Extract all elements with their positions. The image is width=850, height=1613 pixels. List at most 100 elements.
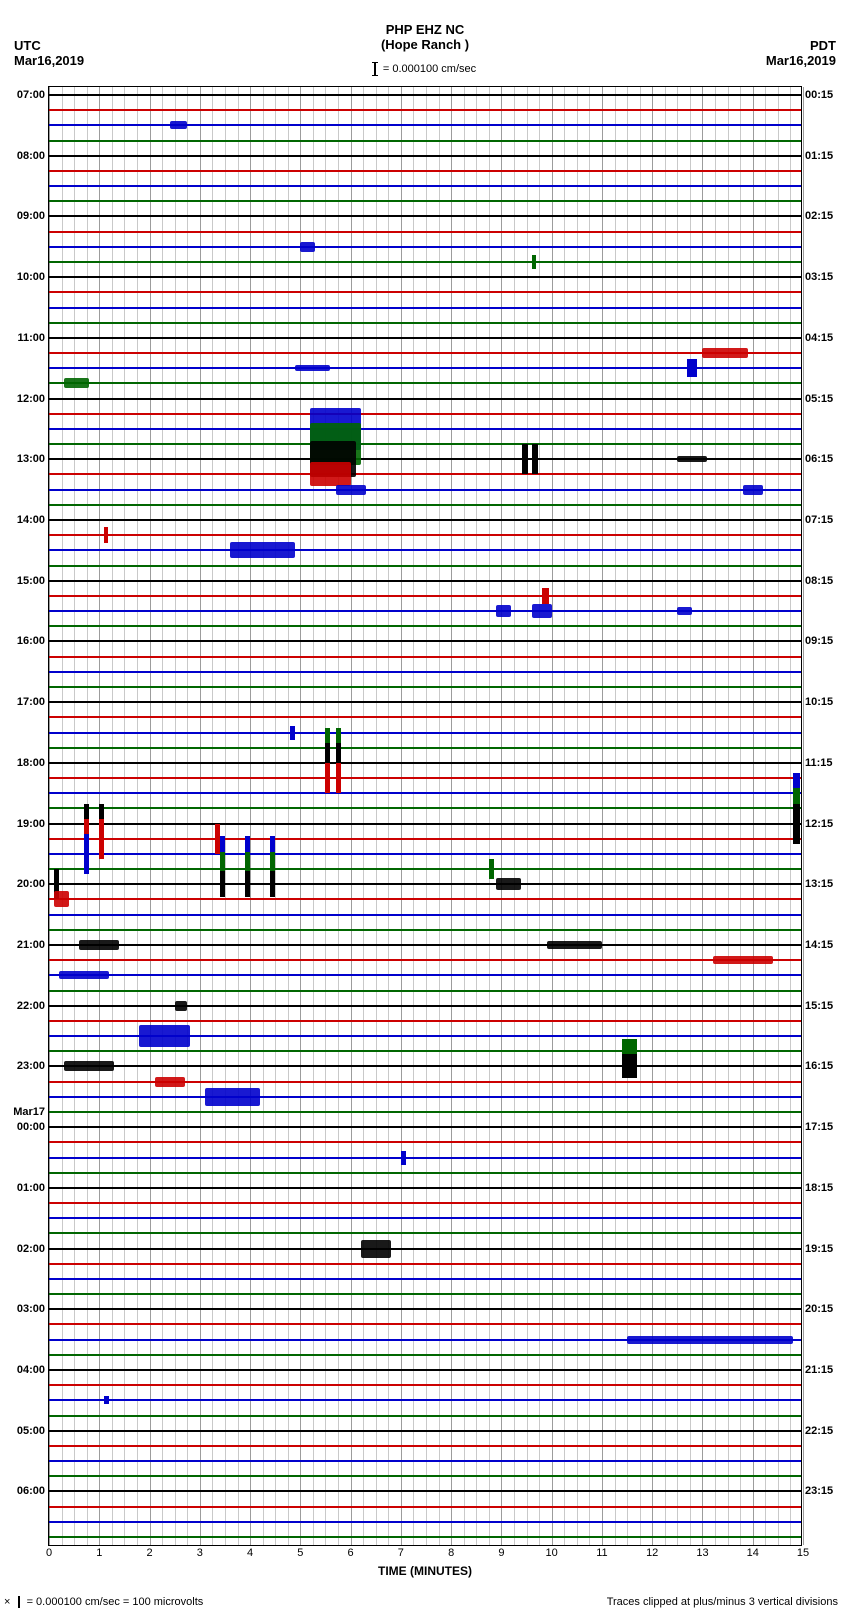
scale-text: = 0.000100 cm/sec (383, 63, 476, 75)
utc-time-label: 10:00 (17, 271, 49, 283)
trace-line (49, 1020, 801, 1022)
x-tick-label: 2 (146, 1545, 152, 1559)
trace-row (49, 1370, 801, 1371)
utc-time-label: 20:00 (17, 878, 49, 890)
trace-line (49, 777, 801, 779)
x-tick-label: 15 (797, 1545, 809, 1559)
trace-line (49, 489, 801, 491)
trace-line (49, 914, 801, 916)
trace-row (49, 1006, 801, 1007)
trace-row (49, 171, 801, 172)
pdt-time-label: 12:15 (801, 818, 833, 830)
trace-row (49, 1476, 801, 1477)
trace-row (49, 975, 801, 976)
trace-row (49, 186, 801, 187)
trace-row (49, 1522, 801, 1523)
trace-line (49, 458, 801, 460)
trace-line (49, 231, 801, 233)
trace-row (49, 839, 801, 840)
trace-line (49, 382, 801, 384)
trace-row (49, 1507, 801, 1508)
x-axis-label: TIME (MINUTES) (0, 1564, 850, 1578)
utc-time-label: 11:00 (17, 332, 49, 344)
trace-line (49, 565, 801, 567)
trace-line (49, 656, 801, 658)
trace-row (49, 641, 801, 642)
trace-line (49, 580, 801, 582)
trace-row (49, 1446, 801, 1447)
pdt-time-label: 16:15 (801, 1060, 833, 1072)
trace-row (49, 1294, 801, 1295)
x-tick-label: 14 (747, 1545, 759, 1559)
trace-row (49, 247, 801, 248)
x-tick-label: 4 (247, 1545, 253, 1559)
trace-line (49, 595, 801, 597)
trace-line (49, 853, 801, 855)
trace-line (49, 1399, 801, 1401)
trace-row (49, 1279, 801, 1280)
footer-left: × = 0.000100 cm/sec = 100 microvolts (4, 1596, 203, 1608)
trace-row (49, 201, 801, 202)
trace-line (49, 625, 801, 627)
pdt-time-label: 19:15 (801, 1243, 833, 1255)
trace-line (49, 974, 801, 976)
utc-time-label: 16:00 (17, 635, 49, 647)
trace-row (49, 611, 801, 612)
trace-line (49, 1339, 801, 1341)
trace-line (49, 747, 801, 749)
trace-row (49, 1461, 801, 1462)
pdt-time-label: 09:15 (801, 635, 833, 647)
trace-line (49, 1293, 801, 1295)
utc-time-label: 22:00 (17, 1000, 49, 1012)
trace-row (49, 748, 801, 749)
trace-row (49, 824, 801, 825)
x-tick-label: 8 (448, 1545, 454, 1559)
trace-row (49, 1158, 801, 1159)
trace-row (49, 581, 801, 582)
utc-time-label: 15:00 (17, 575, 49, 587)
trace-line (49, 246, 801, 248)
trace-line (49, 155, 801, 157)
trace-line (49, 990, 801, 992)
footer-left-text: = 0.000100 cm/sec = 100 microvolts (27, 1596, 204, 1608)
trace-row (49, 793, 801, 794)
trace-line (49, 504, 801, 506)
trace-line (49, 686, 801, 688)
trace-line (49, 1475, 801, 1477)
trace-line (49, 838, 801, 840)
x-tick-label: 12 (646, 1545, 658, 1559)
scale-bar-icon (374, 62, 376, 76)
trace-row (49, 1142, 801, 1143)
trace-line (49, 307, 801, 309)
trace-line (49, 473, 801, 475)
pdt-time-label: 01:15 (801, 150, 833, 162)
trace-line (49, 1111, 801, 1113)
trace-row (49, 1324, 801, 1325)
pdt-time-label: 06:15 (801, 453, 833, 465)
trace-row (49, 292, 801, 293)
utc-time-label: 00:00 (17, 1121, 49, 1133)
trace-row (49, 778, 801, 779)
utc-time-label: 14:00 (17, 514, 49, 526)
trace-line (49, 1323, 801, 1325)
trace-line (49, 1141, 801, 1143)
tz-left-label: UTC (14, 38, 84, 53)
seismogram-page: PHP EHZ NC (Hope Ranch ) UTC Mar16,2019 … (0, 0, 850, 1613)
trace-line (49, 413, 801, 415)
trace-line (49, 1157, 801, 1159)
trace-row (49, 763, 801, 764)
trace-row (49, 459, 801, 460)
pdt-time-label: 21:15 (801, 1364, 833, 1376)
utc-time-label: Mar17 (13, 1106, 49, 1118)
trace-line (49, 1460, 801, 1462)
pdt-time-label: 04:15 (801, 332, 833, 344)
trace-line (49, 959, 801, 961)
trace-row (49, 657, 801, 658)
trace-row (49, 1233, 801, 1234)
x-tick-label: 7 (398, 1545, 404, 1559)
trace-row (49, 854, 801, 855)
trace-line (49, 200, 801, 202)
trace-row (49, 991, 801, 992)
pdt-time-label: 18:15 (801, 1182, 833, 1194)
x-tick-label: 11 (596, 1545, 607, 1559)
